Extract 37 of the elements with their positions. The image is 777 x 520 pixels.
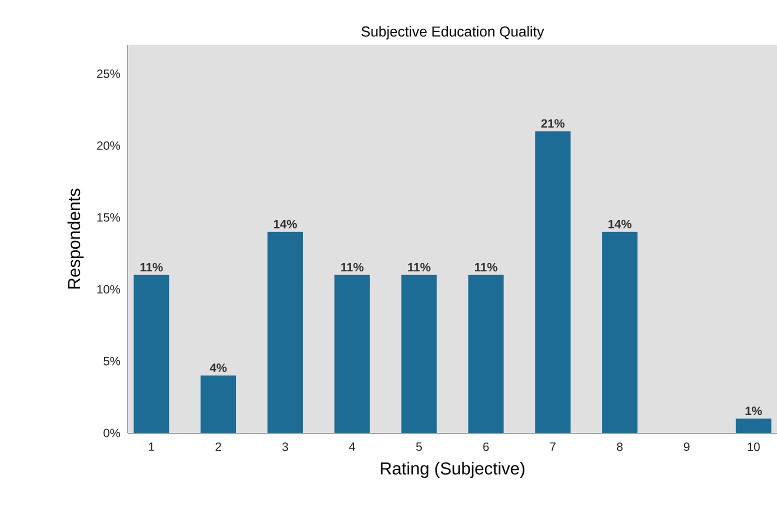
x-tick-label: 6 <box>483 442 489 452</box>
bar <box>134 274 170 433</box>
x-tick-label: 1 <box>148 442 154 451</box>
x-tick-label: 9 <box>684 442 690 452</box>
bar <box>468 274 504 433</box>
data-label: 11% <box>408 262 430 272</box>
data-label: 11% <box>140 262 163 272</box>
data-label: 1% <box>746 406 762 416</box>
data-label: 21% <box>541 119 565 128</box>
y-tick-label: 20% <box>97 141 120 150</box>
y-tick-label: 0% <box>104 428 120 438</box>
y-tick-label: 10% <box>97 285 120 294</box>
data-label: 4% <box>210 364 227 372</box>
x-tick-label: 8 <box>616 442 623 452</box>
bar <box>334 274 370 433</box>
bar <box>200 376 236 433</box>
x-tick-label: 7 <box>550 442 556 451</box>
data-label: 11% <box>475 262 498 272</box>
x-tick-label: 10 <box>748 442 760 452</box>
y-tick-label: 25% <box>97 69 120 78</box>
bar <box>401 274 437 433</box>
bar <box>535 131 571 433</box>
y-tick-label: 5% <box>104 356 120 366</box>
data-label: 14% <box>274 220 297 228</box>
bar <box>602 232 638 433</box>
y-axis-title: Respondents <box>67 188 84 289</box>
bar <box>736 418 772 433</box>
x-tick-label: 5 <box>416 442 422 451</box>
x-tick-label: 4 <box>349 442 356 451</box>
chart-title: Subjective Education Quality <box>362 26 544 40</box>
x-tick-label: 2 <box>216 442 222 451</box>
data-label: 11% <box>341 262 364 272</box>
x-axis-title: Rating (Subjective) <box>380 462 524 478</box>
y-tick-label: 15% <box>97 213 120 222</box>
x-tick-label: 3 <box>282 442 288 452</box>
bar <box>268 232 303 433</box>
data-label: 14% <box>608 220 632 228</box>
